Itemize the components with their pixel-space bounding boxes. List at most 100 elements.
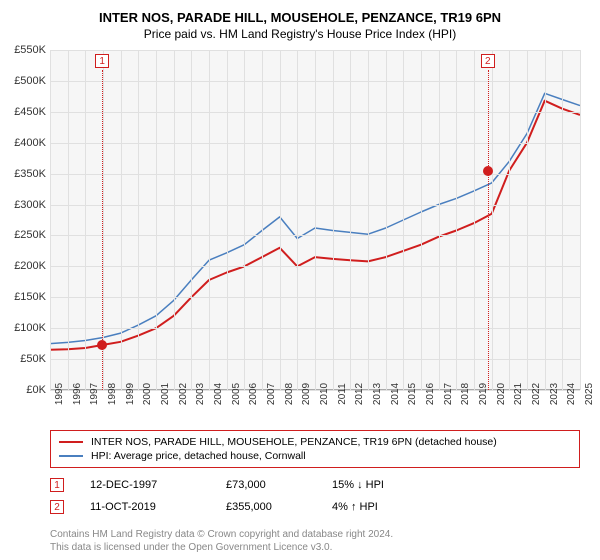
xtick-label: 2009	[301, 383, 312, 405]
xtick-label: 2024	[566, 383, 577, 405]
gridline-v	[474, 50, 475, 390]
xtick-label: 2023	[549, 383, 560, 405]
xtick-label: 2003	[195, 383, 206, 405]
sale-delta: 4% ↑ HPI	[332, 501, 422, 513]
sale-date: 12-DEC-1997	[90, 479, 200, 491]
gridline-v	[280, 50, 281, 390]
legend-swatch	[59, 455, 83, 457]
sale-index-box: 2	[50, 500, 64, 514]
xtick-label: 2014	[390, 383, 401, 405]
xtick-label: 2006	[248, 383, 259, 405]
sale-price: £355,000	[226, 501, 306, 513]
gridline-v	[121, 50, 122, 390]
sale-marker-dot	[483, 166, 493, 176]
sale-date: 11-OCT-2019	[90, 501, 200, 513]
gridline-v	[262, 50, 263, 390]
ytick-label: £50K	[2, 353, 46, 365]
ytick-label: £0K	[2, 384, 46, 396]
gridline-v	[156, 50, 157, 390]
xtick-label: 1996	[72, 383, 83, 405]
chart-subtitle: Price paid vs. HM Land Registry's House …	[0, 25, 600, 47]
legend-row: INTER NOS, PARADE HILL, MOUSEHOLE, PENZA…	[59, 435, 571, 449]
ytick-label: £250K	[2, 229, 46, 241]
ytick-label: £300K	[2, 199, 46, 211]
gridline-v	[244, 50, 245, 390]
gridline-v	[456, 50, 457, 390]
xtick-label: 1998	[107, 383, 118, 405]
xtick-label: 2017	[443, 383, 454, 405]
gridline-v	[509, 50, 510, 390]
xtick-label: 2004	[213, 383, 224, 405]
gridline-v	[191, 50, 192, 390]
gridline-v	[68, 50, 69, 390]
xtick-label: 2018	[460, 383, 471, 405]
legend: INTER NOS, PARADE HILL, MOUSEHOLE, PENZA…	[50, 430, 580, 468]
xtick-label: 2022	[531, 383, 542, 405]
legend-label: INTER NOS, PARADE HILL, MOUSEHOLE, PENZA…	[91, 436, 497, 448]
xtick-label: 2005	[231, 383, 242, 405]
gridline-v	[315, 50, 316, 390]
xtick-label: 2001	[160, 383, 171, 405]
footer: Contains HM Land Registry data © Crown c…	[50, 529, 580, 554]
page-root: INTER NOS, PARADE HILL, MOUSEHOLE, PENZA…	[0, 0, 600, 560]
sale-index-box: 1	[50, 478, 64, 492]
gridline-v	[85, 50, 86, 390]
gridline-v	[350, 50, 351, 390]
xtick-label: 2002	[178, 383, 189, 405]
ytick-label: £150K	[2, 291, 46, 303]
xtick-label: 1995	[54, 383, 65, 405]
sale-row-1: 1 12-DEC-1997 £73,000 15% ↓ HPI	[50, 478, 580, 492]
xtick-label: 2013	[372, 383, 383, 405]
ytick-label: £400K	[2, 137, 46, 149]
sale-row-2: 2 11-OCT-2019 £355,000 4% ↑ HPI	[50, 500, 580, 514]
gridline-v	[209, 50, 210, 390]
gridline-v	[439, 50, 440, 390]
legend-label: HPI: Average price, detached house, Corn…	[91, 450, 306, 462]
ytick-label: £350K	[2, 168, 46, 180]
xtick-label: 1999	[125, 383, 136, 405]
ytick-label: £200K	[2, 260, 46, 272]
ytick-label: £100K	[2, 322, 46, 334]
footer-line-1: Contains HM Land Registry data © Crown c…	[50, 529, 580, 542]
chart-title: INTER NOS, PARADE HILL, MOUSEHOLE, PENZA…	[0, 0, 600, 25]
xtick-label: 2007	[266, 383, 277, 405]
gridline-v	[297, 50, 298, 390]
sale-delta: 15% ↓ HPI	[332, 479, 422, 491]
xtick-label: 2000	[142, 383, 153, 405]
legend-swatch	[59, 441, 83, 443]
footer-line-2: This data is licensed under the Open Gov…	[50, 542, 580, 555]
chart-area: £0K£50K£100K£150K£200K£250K£300K£350K£40…	[50, 50, 580, 390]
xtick-label: 2012	[354, 383, 365, 405]
sale-marker-index: 1	[95, 54, 109, 68]
gridline-v	[227, 50, 228, 390]
xtick-label: 2021	[513, 383, 524, 405]
legend-row: HPI: Average price, detached house, Corn…	[59, 449, 571, 463]
gridline-v	[50, 50, 51, 390]
gridline-v	[421, 50, 422, 390]
xtick-label: 2011	[337, 383, 348, 405]
gridline-v	[138, 50, 139, 390]
xtick-label: 2015	[407, 383, 418, 405]
xtick-label: 2025	[584, 383, 595, 405]
gridline-v	[580, 50, 581, 390]
gridline-v	[333, 50, 334, 390]
ytick-label: £500K	[2, 75, 46, 87]
gridline-v	[545, 50, 546, 390]
sale-marker-line	[488, 70, 489, 390]
gridline-v	[386, 50, 387, 390]
xtick-label: 1997	[89, 383, 100, 405]
gridline-v	[492, 50, 493, 390]
xtick-label: 2020	[496, 383, 507, 405]
gridline-v	[368, 50, 369, 390]
sale-marker-index: 2	[481, 54, 495, 68]
gridline-v	[403, 50, 404, 390]
sale-marker-dot	[97, 340, 107, 350]
xtick-label: 2016	[425, 383, 436, 405]
gridline-v	[174, 50, 175, 390]
gridline-v	[562, 50, 563, 390]
ytick-label: £550K	[2, 44, 46, 56]
xtick-label: 2008	[284, 383, 295, 405]
xtick-label: 2010	[319, 383, 330, 405]
sale-price: £73,000	[226, 479, 306, 491]
gridline-v	[527, 50, 528, 390]
